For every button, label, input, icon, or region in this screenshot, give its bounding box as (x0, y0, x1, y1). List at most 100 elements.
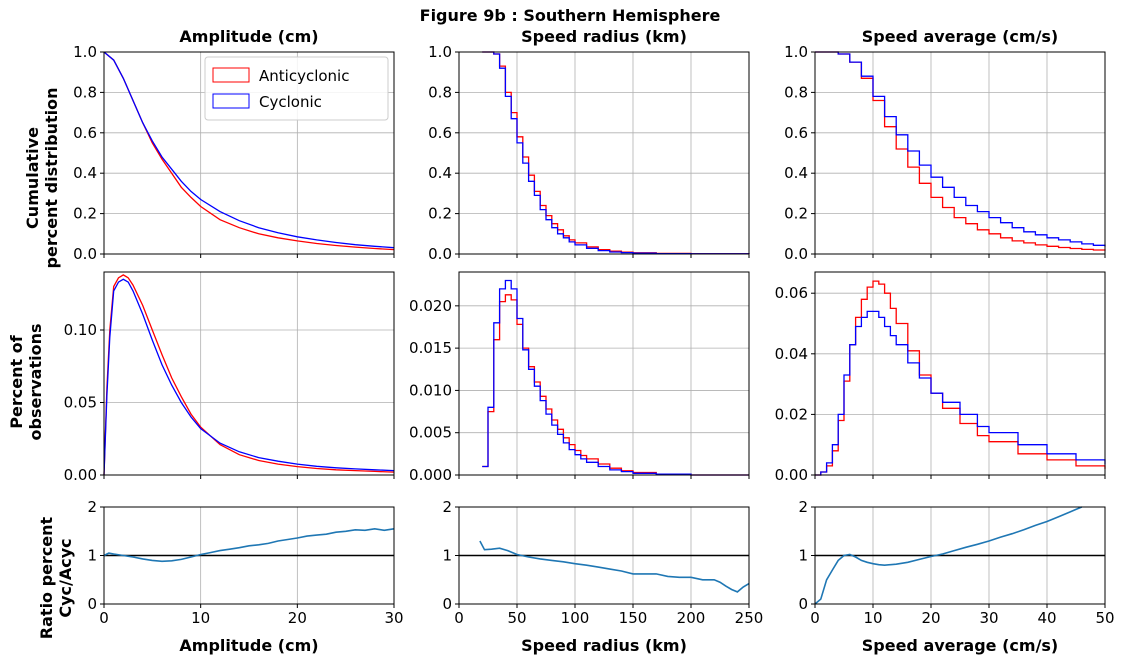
frame-speed-radius-cumulative (458, 51, 750, 255)
series-anticyclonic-speed-average-cumulative (815, 51, 1106, 251)
xtick-label-speed-radius-5: 250 (735, 609, 764, 627)
panel-speed-radius-cumulative: 0.0 0.2 0.4 0.6 0.8 1.0 (428, 43, 750, 263)
ytick-label-speed-average-cumulative-3: 0.6 (784, 124, 808, 142)
panel-speed-average-cumulative: 0.0 0.2 0.4 0.6 0.8 1.0 (784, 43, 1106, 263)
legend-swatch-cyclonic (212, 93, 250, 109)
figure-title: Figure 9b : Southern Hemisphere (420, 6, 721, 25)
series-anticyclonic-amplitude-percent (103, 274, 395, 476)
row-label-cumulative-line2: percent distribution (42, 88, 61, 269)
series-ratio-speed-average (814, 506, 1083, 605)
xtick-label-amplitude-0: 0 (99, 609, 109, 627)
xtick-label-speed-average-5: 50 (1095, 609, 1114, 627)
legend-label-anticyclonic: Anticyclonic (259, 67, 349, 85)
ytick-label-speed-average-ratio-2: 2 (798, 498, 808, 516)
ytick-label-speed-radius-ratio-1: 1 (442, 547, 452, 565)
series-ratio-speed-radius (479, 540, 750, 593)
ytick-label-speed-radius-percent-3: 0.015 (409, 339, 452, 357)
xtick-label-amplitude-3: 30 (384, 609, 403, 627)
series-anticyclonic-speed-average-percent (815, 280, 1106, 476)
ytick-label-amplitude-percent-1: 0.05 (64, 394, 97, 412)
panel-speed-radius-ratio: 0 1 2 0 50 100 150 200 250 (442, 498, 763, 627)
series-cyclonic-speed-radius-cumulative (482, 51, 750, 255)
xlabel-speed-radius: Speed radius (km) (521, 636, 687, 655)
series-cyclonic-speed-average-percent (815, 310, 1106, 476)
xtick-label-speed-average-3: 30 (979, 609, 998, 627)
row-label-ratio-line1: Ratio percent (37, 516, 56, 639)
xtick-label-speed-average-0: 0 (810, 609, 820, 627)
ytick-label-speed-radius-ratio-2: 2 (442, 498, 452, 516)
row-label-ratio-line2: Cyc/Acyc (56, 538, 75, 617)
ytick-label-speed-radius-ratio-0: 0 (442, 595, 452, 613)
xtick-label-amplitude-1: 10 (191, 609, 210, 627)
ytick-label-speed-radius-cumulative-0: 0.0 (428, 245, 452, 263)
ytick-label-amplitude-ratio-1: 1 (87, 547, 97, 565)
column-title-speed-average: Speed average (cm/s) (862, 27, 1059, 46)
frame-speed-average-percent (814, 271, 1106, 476)
xlabel-speed-average: Speed average (cm/s) (862, 636, 1059, 655)
ytick-label-speed-radius-cumulative-1: 0.2 (428, 205, 452, 223)
panel-speed-average-percent: 0.00 0.02 0.04 0.06 (775, 271, 1106, 484)
series-cyclonic-amplitude-percent (103, 278, 395, 476)
ytick-label-amplitude-cumulative-1: 0.2 (73, 205, 97, 223)
series-cyclonic-amplitude-cumulative (103, 51, 395, 249)
ytick-label-amplitude-cumulative-3: 0.6 (73, 124, 97, 142)
series-cyclonic-speed-radius-percent (482, 279, 749, 476)
ytick-label-amplitude-ratio-2: 2 (87, 498, 97, 516)
ytick-label-amplitude-percent-2: 0.10 (64, 321, 97, 339)
column-title-amplitude: Amplitude (cm) (179, 27, 318, 46)
frame-amplitude-cumulative (103, 51, 395, 255)
xtick-label-speed-radius-0: 0 (454, 609, 464, 627)
series-ratio-amplitude (103, 527, 395, 563)
ytick-label-speed-average-percent-3: 0.06 (775, 284, 808, 302)
ytick-label-speed-radius-cumulative-5: 1.0 (428, 43, 452, 61)
ytick-label-speed-radius-cumulative-4: 0.8 (428, 83, 452, 101)
row-label-cumulative-line1: Cumulative (23, 127, 42, 229)
ytick-label-speed-radius-percent-4: 0.020 (409, 297, 452, 315)
ytick-label-speed-average-percent-0: 0.00 (775, 466, 808, 484)
row-label-ratio: Ratio percent Cyc/Acyc (37, 516, 75, 639)
ytick-label-amplitude-percent-0: 0.00 (64, 466, 97, 484)
row-label-percent-line1: Percent of (7, 334, 26, 428)
ytick-label-amplitude-cumulative-2: 0.4 (73, 164, 97, 182)
series-cyclonic-speed-average-cumulative (815, 51, 1106, 247)
xtick-label-speed-average-1: 10 (863, 609, 882, 627)
row-label-percent-line2: observations (26, 324, 45, 441)
panel-speed-radius-percent: 0.000 0.005 0.010 0.015 0.020 (409, 271, 750, 484)
panel-amplitude-cumulative: 0.0 0.2 0.4 0.6 0.8 1.0 (73, 43, 395, 263)
panel-amplitude-percent: 0.00 0.05 0.10 (64, 271, 395, 484)
xtick-label-speed-radius-1: 50 (507, 609, 526, 627)
ytick-label-speed-average-cumulative-4: 0.8 (784, 83, 808, 101)
ytick-label-speed-radius-cumulative-2: 0.4 (428, 164, 452, 182)
ytick-label-speed-radius-cumulative-3: 0.6 (428, 124, 452, 142)
ytick-label-amplitude-cumulative-0: 0.0 (73, 245, 97, 263)
frame-amplitude-percent (103, 271, 395, 476)
legend: Anticyclonic Cyclonic (204, 56, 389, 121)
ytick-label-speed-average-percent-2: 0.04 (775, 345, 808, 363)
ytick-label-amplitude-ratio-0: 0 (87, 595, 97, 613)
ytick-label-speed-average-ratio-0: 0 (798, 595, 808, 613)
xtick-label-speed-average-2: 20 (921, 609, 940, 627)
ytick-label-speed-average-cumulative-5: 1.0 (784, 43, 808, 61)
ytick-label-speed-average-cumulative-1: 0.2 (784, 205, 808, 223)
ytick-label-speed-average-cumulative-0: 0.0 (784, 245, 808, 263)
frame-speed-radius-percent (458, 271, 750, 476)
column-title-speed-radius: Speed radius (km) (521, 27, 687, 46)
xtick-label-speed-average-4: 40 (1037, 609, 1056, 627)
legend-frame (204, 56, 389, 121)
row-label-cumulative: Cumulative percent distribution (23, 88, 61, 269)
ytick-label-amplitude-cumulative-5: 1.0 (73, 43, 97, 61)
xtick-label-speed-radius-2: 100 (561, 609, 590, 627)
row-label-percent: Percent of observations (7, 324, 45, 441)
ytick-label-amplitude-cumulative-4: 0.8 (73, 83, 97, 101)
xlabel-amplitude: Amplitude (cm) (179, 636, 318, 655)
legend-label-cyclonic: Cyclonic (259, 93, 322, 111)
ytick-label-speed-radius-percent-0: 0.000 (409, 466, 452, 484)
ytick-label-speed-average-percent-1: 0.02 (775, 405, 808, 423)
xtick-label-amplitude-2: 20 (288, 609, 307, 627)
ytick-label-speed-radius-percent-1: 0.005 (409, 424, 452, 442)
frame-speed-average-cumulative (814, 51, 1106, 255)
xtick-label-speed-radius-3: 150 (619, 609, 648, 627)
